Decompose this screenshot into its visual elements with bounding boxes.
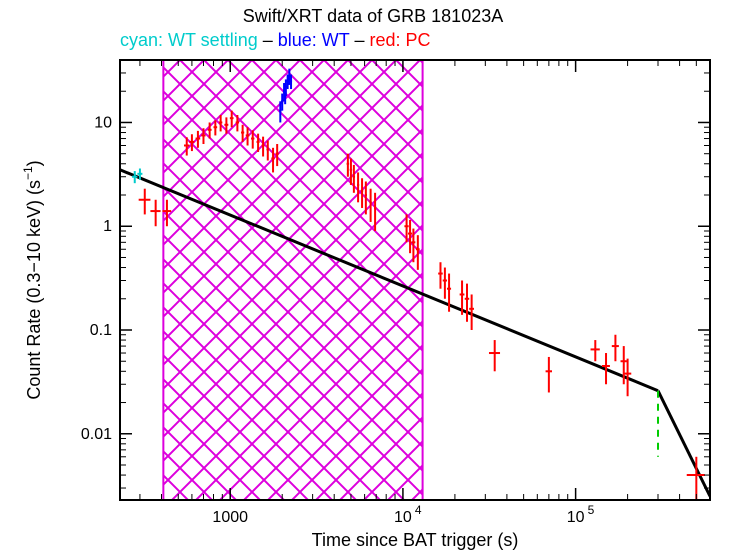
y-tick-label: 1 [103, 218, 112, 235]
x-axis-label: Time since BAT trigger (s) [312, 530, 519, 550]
subtitle-fragment: – [263, 30, 278, 50]
subtitle-fragment: cyan: WT settling [120, 30, 263, 50]
fit-line [658, 391, 710, 497]
chart-title: Swift/XRT data of GRB 181023A [0, 6, 746, 27]
plot-area: 10001041050.010.1110Time since BAT trigg… [0, 0, 746, 558]
subtitle-fragment: – [354, 30, 369, 50]
y-tick-label: 10 [94, 114, 112, 131]
hatched-region [163, 60, 422, 500]
chart-subtitle: cyan: WT settling – blue: WT – red: PC [120, 30, 430, 51]
chart-container: Swift/XRT data of GRB 181023A cyan: WT s… [0, 0, 746, 558]
x-tick-label: 10 [567, 509, 585, 526]
y-tick-label: 0.1 [90, 322, 112, 339]
y-tick-label: 0.01 [81, 426, 112, 443]
x-tick-label: 1000 [212, 509, 248, 526]
subtitle-fragment: blue: WT [278, 30, 355, 50]
svg-text:4: 4 [415, 503, 422, 517]
subtitle-fragment: red: PC [369, 30, 430, 50]
y-axis-label: Count Rate (0.3−10 keV) (s−1) [21, 160, 44, 399]
svg-text:5: 5 [588, 503, 595, 517]
x-tick-label: 10 [394, 509, 412, 526]
